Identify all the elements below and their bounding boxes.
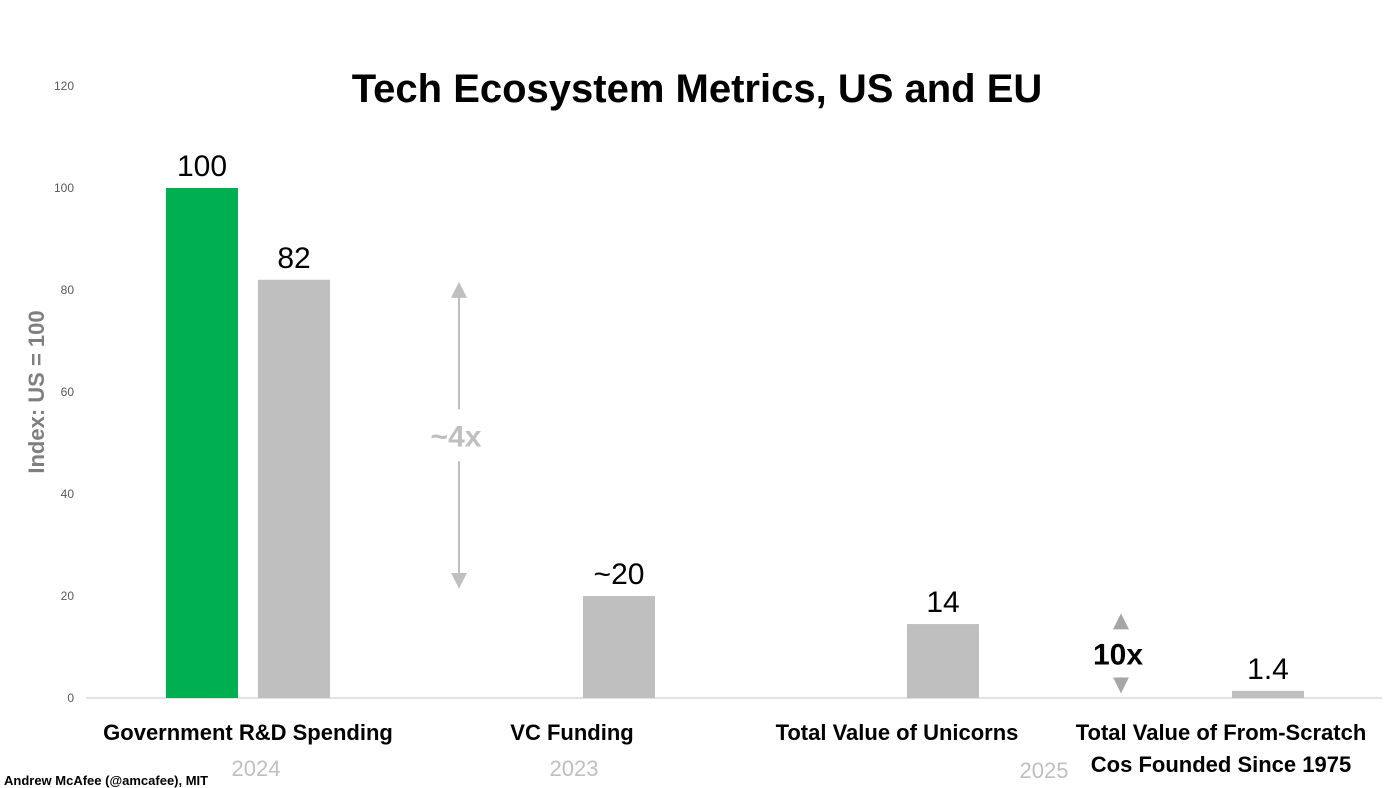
category-year: 2024	[232, 756, 281, 781]
credit-text: Andrew McAfee (@amcafee), MIT	[4, 773, 208, 788]
bar-data-label: 100	[177, 150, 227, 183]
category-label: Cos Founded Since 1975	[1091, 752, 1351, 777]
category-year: 2025	[1020, 758, 1069, 783]
bar-data-label: 14	[926, 586, 959, 619]
bar-data-label: ~20	[594, 558, 645, 591]
y-tick-label: 0	[67, 691, 74, 705]
y-tick-label: 60	[61, 385, 75, 399]
y-axis-label: Index: US = 100	[24, 310, 49, 473]
bar	[1232, 690, 1304, 698]
bar-series: 100 82 ~20 14 1.4	[166, 150, 1304, 698]
annotation-label: ~4x	[431, 420, 482, 453]
y-tick-label: 120	[54, 79, 74, 93]
chart-title: Tech Ecosystem Metrics, US and EU	[352, 67, 1043, 111]
category-label: Total Value of From-Scratch	[1076, 720, 1367, 745]
bar-data-label: 82	[277, 242, 310, 275]
bar	[258, 279, 330, 698]
bar	[166, 188, 238, 698]
category-labels: Government R&D Spending 2024 VC Funding 202…	[103, 720, 1366, 783]
y-tick-label: 100	[54, 181, 74, 195]
bar	[907, 624, 979, 698]
y-tick-label: 40	[61, 487, 75, 501]
category-year: 2023	[550, 756, 599, 781]
y-axis-ticks: 0 20 40 60 80 100 120	[54, 79, 74, 705]
category-label: VC Funding	[510, 720, 633, 745]
annotation-label: 10x	[1093, 638, 1143, 671]
category-label: Total Value of Unicorns	[776, 720, 1019, 745]
annotations: ~4x 10x	[431, 281, 1143, 694]
y-tick-label: 20	[61, 589, 75, 603]
category-label: Government R&D Spending	[103, 720, 393, 745]
y-tick-label: 80	[61, 283, 75, 297]
bar	[583, 596, 655, 698]
bar-data-label: 1.4	[1247, 653, 1289, 686]
